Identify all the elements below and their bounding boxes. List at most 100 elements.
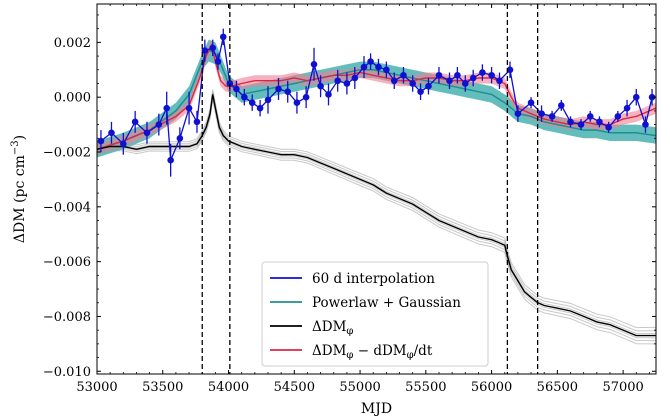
data-point xyxy=(383,66,390,74)
data-point xyxy=(390,77,398,85)
x-tick-label: 54000 xyxy=(208,380,249,395)
data-point xyxy=(496,77,503,85)
data-point xyxy=(219,33,227,41)
dm-phi-realization-5 xyxy=(96,89,657,329)
data-point xyxy=(131,118,139,126)
x-tick-label: 56000 xyxy=(471,380,512,395)
data-point xyxy=(425,82,432,90)
data-point xyxy=(310,60,318,68)
data-point xyxy=(167,156,174,164)
data-point xyxy=(623,104,631,112)
data-point xyxy=(325,91,332,98)
data-point xyxy=(417,88,424,96)
data-points xyxy=(97,28,656,177)
data-point xyxy=(163,104,171,112)
data-point xyxy=(586,113,594,120)
data-point xyxy=(241,93,248,101)
data-point xyxy=(264,96,272,104)
data-point xyxy=(97,137,105,145)
y-axis-label-close: ) xyxy=(12,135,28,140)
x-tick-label: 55000 xyxy=(339,380,380,395)
dm-phi-realization-1 xyxy=(96,97,657,342)
data-point xyxy=(176,134,184,142)
interpolation-line xyxy=(100,36,653,161)
data-point xyxy=(193,118,201,126)
x-tick-label: 53000 xyxy=(76,380,117,395)
data-point xyxy=(409,80,416,87)
data-point xyxy=(577,121,585,128)
y-tick-label: −0.004 xyxy=(43,200,91,215)
data-point xyxy=(334,77,341,85)
data-point xyxy=(527,99,535,106)
data-point xyxy=(400,71,407,79)
y-tick-label: −0.002 xyxy=(43,146,91,161)
data-point xyxy=(548,113,556,120)
dm-phi-realization-0 xyxy=(96,99,657,345)
data-point xyxy=(461,80,469,87)
confidence-bands xyxy=(97,39,656,158)
y-tick-label: −0.006 xyxy=(43,255,91,270)
data-point xyxy=(469,74,477,82)
data-point xyxy=(248,99,256,106)
data-point xyxy=(302,93,310,101)
plot-frame xyxy=(96,3,657,375)
data-point xyxy=(614,113,622,120)
x-tick-label: 53500 xyxy=(142,380,183,395)
x-axis-ticks: 53000 53500 54000 54500 55000 55500 56000 56500… xyxy=(76,4,650,395)
data-point xyxy=(605,124,612,131)
dm-phi-line xyxy=(96,94,656,337)
legend-entry-powerlaw-gaussian-label: Powerlaw + Gaussian xyxy=(312,295,461,311)
data-point xyxy=(435,71,443,79)
x-tick-label: 54500 xyxy=(274,380,315,395)
y-axis-label: ΔDM (pc cm−3) xyxy=(10,135,28,243)
y-tick-label: 0.002 xyxy=(54,36,91,51)
data-point xyxy=(596,118,603,126)
data-point xyxy=(209,44,217,52)
data-point xyxy=(446,77,453,85)
y-axis-label-exponent: −3 xyxy=(10,140,21,155)
legend-box xyxy=(261,261,489,367)
data-point xyxy=(293,99,301,106)
data-point xyxy=(514,110,522,117)
y-tick-label: 0.000 xyxy=(54,91,91,106)
data-point xyxy=(454,71,461,79)
data-point xyxy=(226,80,234,87)
data-point xyxy=(538,110,545,117)
data-point xyxy=(143,129,151,137)
data-point xyxy=(567,118,574,126)
data-point xyxy=(360,63,368,71)
event-vlines xyxy=(201,4,539,374)
data-point xyxy=(632,93,640,101)
y-axis-label-main: ΔDM (pc cm xyxy=(12,155,28,243)
legend-entry-dm-phi-corrected-label: ΔDMφ − dDMφ/dt xyxy=(312,343,433,361)
data-point xyxy=(256,104,264,112)
data-point xyxy=(214,58,222,65)
data-point xyxy=(108,129,115,137)
data-point xyxy=(317,82,324,90)
data-point xyxy=(557,102,565,109)
data-point xyxy=(185,104,193,112)
data-point xyxy=(275,85,282,93)
data-point xyxy=(479,69,486,76)
data-point xyxy=(343,80,351,87)
x-tick-label: 57000 xyxy=(602,380,643,395)
data-point xyxy=(367,58,374,65)
data-point xyxy=(506,66,514,74)
data-point xyxy=(155,121,163,128)
x-tick-label: 55500 xyxy=(405,380,446,395)
y-tick-label: −0.010 xyxy=(43,365,91,380)
legend-entry-interpolation-label: 60 d interpolation xyxy=(312,271,435,287)
data-point xyxy=(201,47,209,54)
y-axis-ticks: 0.002 0.000 −0.002 −0.004 −0.006 −0.008 −0.010 xyxy=(43,14,656,380)
data-point xyxy=(233,85,240,93)
data-point xyxy=(120,140,127,148)
legend: 60 d interpolation Powerlaw + Gaussian ΔDM… xyxy=(261,261,489,367)
data-point xyxy=(642,121,649,128)
dm-phi-realization-4 xyxy=(96,91,657,332)
powerlaw-gaussian-band xyxy=(97,39,656,158)
data-point xyxy=(284,88,292,96)
y-tick-label: −0.008 xyxy=(43,310,91,325)
data-point xyxy=(488,71,495,79)
data-point xyxy=(375,63,382,71)
